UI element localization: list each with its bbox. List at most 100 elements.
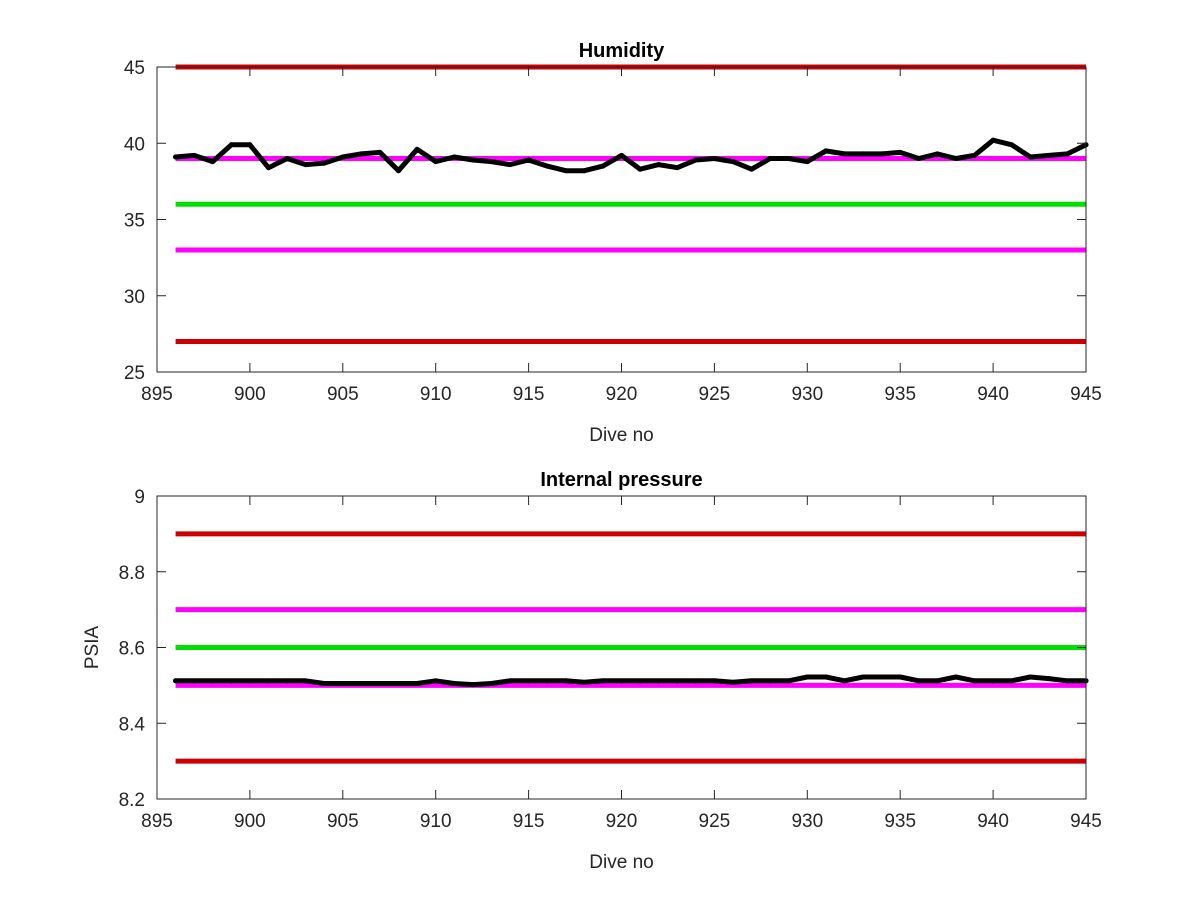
humidity-data-point [303,162,309,168]
pressure-data-point [674,678,680,684]
pressure-x-tick-label: 940 [977,811,1009,832]
humidity-data-point [173,154,179,160]
pressure-data-point [600,678,606,684]
humidity-x-tick-label: 935 [884,384,916,405]
pressure-data-point [340,680,346,686]
humidity-data-point [563,168,569,174]
pressure-data-point [953,674,959,680]
pressure-data-point [321,680,327,686]
humidity-data-point [897,149,903,155]
humidity-data-point [470,157,476,163]
pressure-data-point [284,678,290,684]
pressure-x-tick-label: 915 [513,811,545,832]
humidity-data-point [377,149,383,155]
humidity-x-tick-label: 940 [977,384,1009,405]
pressure-data-point [823,674,829,680]
humidity-data-point [823,148,829,154]
humidity-x-tick-label: 895 [141,384,173,405]
pressure-data-point [749,678,755,684]
humidity-data-point [879,151,885,157]
humidity-data-point [210,159,216,165]
humidity-x-tick-label: 930 [791,384,823,405]
pressure-data-point [637,678,643,684]
pressure-data-point [916,678,922,684]
humidity-data-point [730,159,736,165]
pressure-data-point [581,679,587,685]
pressure-x-tick-label: 945 [1070,811,1102,832]
humidity-data-point [656,162,662,168]
humidity-data-point [526,157,532,163]
pressure-x-tick-label: 920 [606,811,638,832]
humidity-data-point [972,152,978,158]
pressure-y-tick-label: 8.8 [119,563,145,584]
pressure-data-point [897,674,903,680]
humidity-data-point [544,163,550,169]
humidity-chart: 895 900 905 910 915 920 925 930 935 940 945 25 30 35 4… [124,40,1102,446]
humidity-data-point [600,163,606,169]
humidity-data-point [860,151,866,157]
pressure-y-tick-label: 8.6 [119,639,145,660]
humidity-x-tick-label: 910 [420,384,452,405]
humidity-data-point [451,154,457,160]
pressure-data-point [656,678,662,684]
pressure-data-point [433,678,439,684]
humidity-data-point [990,137,996,143]
humidity-data-point [414,146,420,152]
pressure-data-point [488,680,494,686]
pressure-data-point [173,678,179,684]
humidity-y-tick-label: 30 [124,287,145,308]
pressure-data-point [544,678,550,684]
pressure-y-tick-label: 9 [134,487,145,508]
pressure-x-axis-label: Dive no [589,852,653,873]
pressure-data-point [786,678,792,684]
pressure-data-line [173,674,1089,688]
humidity-data-point [953,156,959,161]
pressure-data-point [711,678,717,684]
pressure-data-point [210,678,216,684]
pressure-y-axis-label: PSIA [82,626,103,670]
humidity-y-tick-label: 25 [124,363,145,384]
pressure-data-point [303,678,309,684]
pressure-data-point [526,678,532,684]
pressure-data-point [265,678,271,684]
pressure-x-tick-label: 905 [327,811,359,832]
humidity-data-point [1046,152,1052,158]
humidity-data-point [1027,154,1033,160]
humidity-data-point [396,168,402,174]
pressure-data-point [619,678,624,684]
humidity-x-tick-label: 945 [1070,384,1102,405]
pressure-x-tick-label: 930 [791,811,823,832]
humidity-data-point [637,166,643,172]
pressure-y-tick-label: 8.4 [119,714,146,735]
humidity-chart-title: Humidity [579,40,665,62]
pressure-data-point [377,680,383,686]
pressure-data-point [396,680,402,686]
pressure-data-point [451,680,457,686]
pressure-x-tick-label: 935 [884,811,916,832]
pressure-data-point [972,678,978,684]
pressure-data-point [414,680,420,686]
pressure-data-point [1027,674,1033,680]
humidity-data-point [488,159,494,165]
humidity-data-point [711,156,717,161]
humidity-data-point [507,162,513,168]
pressure-data-point [507,678,513,684]
pressure-data-point [730,679,736,685]
humidity-data-point [749,166,755,172]
pressure-data-point [191,678,197,684]
humidity-y-tick-label: 45 [124,58,145,79]
pressure-x-tick-label: 925 [699,811,731,832]
pressure-data-point [860,674,866,680]
humidity-data-point [191,152,197,158]
pressure-data-point [693,678,699,684]
pressure-data-point [934,678,940,684]
pressure-data-point [1064,678,1070,684]
humidity-x-tick-label: 900 [234,384,266,405]
pressure-data-point [247,678,253,684]
pressure-data-point [1009,678,1015,684]
humidity-data-point [433,159,439,165]
humidity-data-point [247,142,253,148]
humidity-y-tick-label: 40 [124,134,145,155]
humidity-data-point [284,156,290,161]
